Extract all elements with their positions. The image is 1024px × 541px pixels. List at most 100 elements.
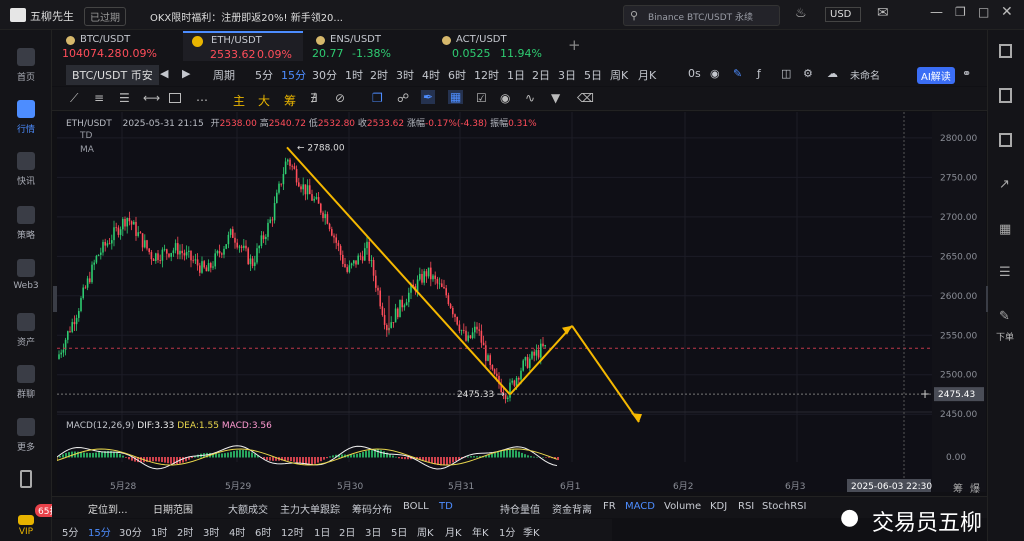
currency-select[interactable]: USD	[825, 7, 861, 22]
tf-15m[interactable]: 15分	[281, 69, 306, 82]
nav-home[interactable]: 首页	[0, 48, 52, 83]
btf[interactable]: 年K	[472, 528, 489, 539]
btf[interactable]: 4时	[229, 528, 246, 539]
tf-12h[interactable]: 12时	[474, 69, 499, 82]
nav-news[interactable]: 快讯	[0, 152, 52, 187]
btf[interactable]: 月K	[445, 528, 462, 539]
tf-2d[interactable]: 2日	[532, 69, 550, 82]
ind-item[interactable]: Volume	[664, 501, 702, 512]
tf-5m[interactable]: 5分	[255, 69, 273, 82]
ind-item[interactable]: StochRSI	[762, 501, 807, 512]
trend-icon[interactable]: ↗	[999, 177, 1010, 192]
channel-tool-icon[interactable]: ☰	[119, 91, 130, 105]
eye-icon[interactable]: ◉	[500, 91, 511, 105]
ind-item[interactable]: KDJ	[710, 501, 728, 512]
corner-chip[interactable]: 筹	[953, 484, 963, 495]
nav-web3[interactable]: Web3	[0, 259, 52, 291]
btf[interactable]: 5分	[62, 528, 79, 539]
btf[interactable]: 1时	[151, 528, 168, 539]
indicator-ma[interactable]: MA	[80, 145, 94, 155]
close-icon[interactable]: ✕	[1001, 4, 1013, 20]
tf-6h[interactable]: 6时	[448, 69, 466, 82]
btf[interactable]: 5日	[391, 528, 408, 539]
ind-item[interactable]: 大额成交	[228, 505, 268, 516]
pencil-icon[interactable]: ✎	[733, 67, 743, 80]
btf[interactable]: 2时	[177, 528, 194, 539]
btf[interactable]: 30分	[119, 528, 142, 539]
camera-icon[interactable]: ◉	[710, 67, 720, 80]
hline-tool-icon[interactable]: ≡	[94, 91, 105, 105]
btf[interactable]: 周K	[417, 528, 434, 539]
btf[interactable]: 2日	[339, 528, 356, 539]
btf[interactable]: 1日	[314, 528, 331, 539]
layout-icon[interactable]: ◫	[781, 67, 792, 80]
line-tool-icon[interactable]: ⟋	[70, 91, 79, 105]
corner-liq[interactable]: 爆	[970, 484, 980, 495]
nav-market[interactable]: 行情	[0, 100, 52, 135]
btf[interactable]: 3时	[203, 528, 220, 539]
btf[interactable]: 1分	[499, 528, 516, 539]
prev-icon[interactable]: ◀	[160, 67, 169, 80]
btf[interactable]: 15分	[88, 528, 111, 539]
tool-chip[interactable]: 筹	[284, 94, 297, 108]
clear-icon[interactable]: ⊘	[335, 91, 346, 105]
promo-link[interactable]: OKX限时福利：注册即返20%! 新手领20...	[150, 13, 343, 24]
nav-strategy[interactable]: 策略	[0, 206, 52, 241]
indicator-icon[interactable]: ƒ	[757, 67, 761, 80]
tool-main[interactable]: 主	[233, 94, 246, 108]
ind-item[interactable]: BOLL	[403, 501, 429, 512]
nav-vip[interactable]: VIP	[0, 515, 52, 537]
tf-2h[interactable]: 2时	[370, 69, 388, 82]
nav-more[interactable]: 更多	[0, 418, 52, 453]
ind-item[interactable]: RSI	[738, 501, 755, 512]
mail-icon[interactable]: ✉	[877, 5, 889, 21]
lock-icon[interactable]: ☑	[476, 91, 487, 105]
tf-3h[interactable]: 3时	[396, 69, 414, 82]
layers-icon[interactable]: ☰	[999, 265, 1011, 280]
ai-button[interactable]: AI解读	[917, 67, 955, 84]
wave-icon[interactable]: ∿	[525, 91, 536, 105]
settings-icon[interactable]: ⚙	[803, 67, 813, 80]
locate-button[interactable]: 定位到...	[88, 505, 128, 516]
tf-month[interactable]: 月K	[638, 69, 657, 82]
ind-item[interactable]: FR	[603, 501, 616, 512]
indicator-td[interactable]: TD	[80, 131, 93, 141]
watch-tab-active[interactable]: ETH/USDT 2533.62 0.09%	[183, 31, 303, 61]
restore-icon[interactable]: ❐	[955, 5, 966, 19]
nav-chat[interactable]: 群聊	[0, 365, 52, 400]
tf-5d[interactable]: 5日	[584, 69, 602, 82]
minimize-icon[interactable]: —	[930, 5, 943, 20]
btf[interactable]: 季K	[523, 528, 540, 539]
date-range-select[interactable]: 日期范围	[153, 505, 193, 516]
tf-3d[interactable]: 3日	[558, 69, 576, 82]
filter-icon[interactable]: ▼	[551, 91, 561, 105]
panel-icon[interactable]	[999, 44, 1012, 58]
tf-1h[interactable]: 1时	[345, 69, 363, 82]
ind-item[interactable]: 主力大单跟踪	[280, 505, 340, 516]
nav-assets[interactable]: 资产	[0, 313, 52, 348]
magnet-icon[interactable]: ▦	[448, 90, 464, 104]
add-tab-icon[interactable]: +	[568, 36, 581, 54]
order-label[interactable]: 下单	[996, 333, 1015, 343]
pair-tab[interactable]: BTC/USDT 币安	[66, 65, 159, 85]
grid-icon[interactable]: ▦	[999, 222, 1012, 237]
brush-icon[interactable]: ✒	[421, 90, 436, 104]
chart-area[interactable]: 2800.00 2750.00 2700.00 2650.00 2600.00 2550.…	[57, 112, 986, 492]
rect-tool-icon[interactable]	[169, 93, 181, 103]
tf-week[interactable]: 周K	[610, 69, 629, 82]
copy-icon[interactable]: ❐	[372, 91, 383, 105]
maximize-icon[interactable]: □	[978, 5, 990, 19]
watch-tab[interactable]: BTC/USDT 104074.28 0.09%	[62, 33, 178, 61]
watch-tab[interactable]: ACT/USDT 0.0525 11.94%	[438, 33, 548, 61]
tf-30m[interactable]: 30分	[312, 69, 337, 82]
layout-name[interactable]: 未命名	[850, 71, 880, 82]
period-select[interactable]: 周期	[213, 69, 235, 82]
ind-item[interactable]: MACD	[625, 501, 655, 512]
collapse-left-handle[interactable]	[53, 286, 58, 312]
list-icon[interactable]	[999, 133, 1012, 147]
ind-item[interactable]: 持仓量值	[500, 505, 540, 516]
trash-icon[interactable]: ⌫	[577, 91, 594, 105]
search-box[interactable]: ⚲ Binance BTC/USDT 永续	[623, 5, 780, 26]
tf-4h[interactable]: 4时	[422, 69, 440, 82]
more-tools-icon[interactable]: …	[196, 90, 208, 104]
